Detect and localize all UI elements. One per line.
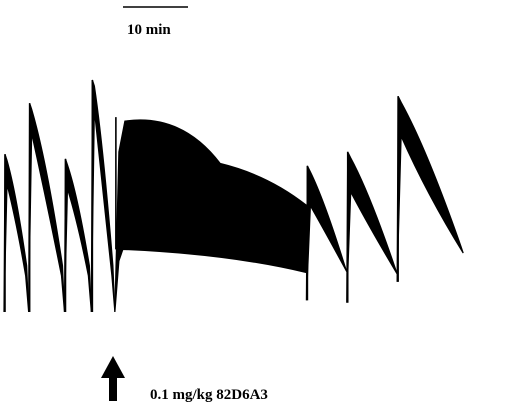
trace-cycle-pre-3 [63,158,92,313]
injection-arrow-icon [101,356,125,401]
trace-cycle-pre-1 [3,154,30,313]
trace-cycle-pre-4 [90,79,116,313]
injection-label: 0.1 mg/kg 82D6A3 [150,387,268,403]
trace-cycle-post-3 [346,151,398,303]
time-scale-label: 10 min [127,22,171,38]
trace-cycle-post-2 [305,165,348,301]
trace-cycle-pre-2 [28,103,66,313]
trace-cycle-post-1 [114,119,307,313]
pressure-trace [3,79,464,313]
trace-cycle-post-4 [396,95,464,282]
